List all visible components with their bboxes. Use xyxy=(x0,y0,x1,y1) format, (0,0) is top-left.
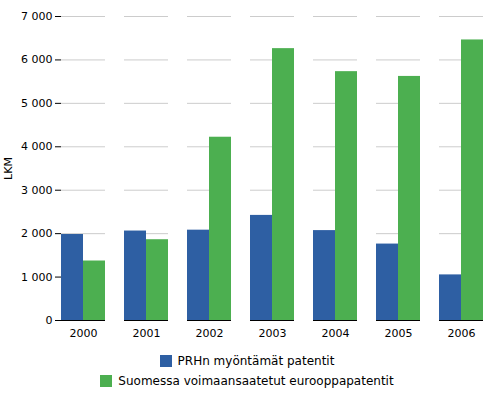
svg-text:6 000: 6 000 xyxy=(21,53,53,66)
svg-text:0: 0 xyxy=(46,314,53,327)
svg-text:2004: 2004 xyxy=(322,327,350,340)
svg-text:2005: 2005 xyxy=(385,327,413,340)
svg-text:2002: 2002 xyxy=(196,327,224,340)
svg-text:5 000: 5 000 xyxy=(21,97,53,110)
svg-text:2001: 2001 xyxy=(133,327,161,340)
html-text:Suomessa voimaansaatetut euroo: Suomessa voimaansaatetut eurooppapatenti… xyxy=(118,374,394,388)
html-text:PRHn myöntämät patentit: PRHn myöntämät patentit xyxy=(177,354,335,368)
svg-text:3 000: 3 000 xyxy=(21,184,53,197)
svg-text:2 000: 2 000 xyxy=(21,227,53,240)
svg-text:1 000: 1 000 xyxy=(21,271,53,284)
svg-text:2006: 2006 xyxy=(448,327,476,340)
svg-text:4 000: 4 000 xyxy=(21,140,53,153)
svg-text:2003: 2003 xyxy=(259,327,287,340)
svg-text:LKM: LKM xyxy=(2,157,15,180)
svg-text:7 000: 7 000 xyxy=(21,10,53,23)
svg-text:2000: 2000 xyxy=(70,327,98,340)
